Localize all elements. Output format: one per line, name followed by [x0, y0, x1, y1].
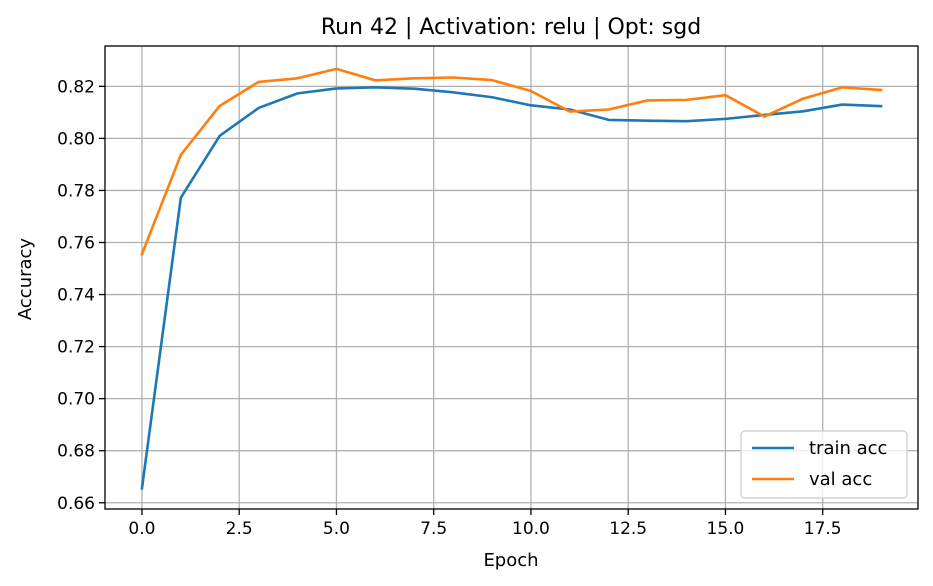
plot-frame — [104, 45, 919, 510]
series-line-train-acc — [140, 86, 883, 490]
y-tick-label: 0.72 — [57, 338, 95, 358]
chart-title: Run 42 | Activation: relu | Opt: sgd — [321, 15, 701, 40]
x-axis-ticks: 0.0 2.5 5.0 7.5 10.0 12.5 15.0 17.5 — [128, 509, 842, 539]
series-line-val-acc — [140, 67, 883, 256]
y-tick-label: 0.66 — [57, 494, 95, 514]
y-tick-label: 0.76 — [57, 233, 95, 253]
x-tick-label: 0.0 — [128, 519, 155, 539]
y-axis-label: Accuracy — [15, 238, 36, 321]
y-tick-label: 0.78 — [57, 181, 95, 201]
x-tick-label: 17.5 — [804, 519, 842, 539]
x-tick-label: 7.5 — [420, 519, 447, 539]
legend: train acc val acc — [740, 430, 908, 499]
x-tick-label: 5.0 — [323, 519, 350, 539]
x-tick-label: 2.5 — [226, 519, 253, 539]
y-tick-label: 0.82 — [57, 77, 95, 97]
x-axis-label: Epoch — [483, 550, 538, 571]
legend-label-train-acc: train acc — [809, 438, 887, 459]
legend-label-val-acc: val acc — [809, 469, 872, 490]
y-tick-label: 0.80 — [57, 129, 95, 149]
y-tick-label: 0.68 — [57, 442, 95, 462]
y-axis-ticks: 0.66 0.68 0.70 0.72 0.74 0.76 0.78 0.80 0.82 — [57, 77, 105, 514]
y-tick-label: 0.74 — [57, 286, 95, 306]
x-tick-label: 15.0 — [707, 519, 745, 539]
x-tick-label: 10.0 — [512, 519, 550, 539]
y-tick-label: 0.70 — [57, 390, 95, 410]
x-tick-label: 12.5 — [609, 519, 647, 539]
series-lines — [140, 67, 883, 490]
